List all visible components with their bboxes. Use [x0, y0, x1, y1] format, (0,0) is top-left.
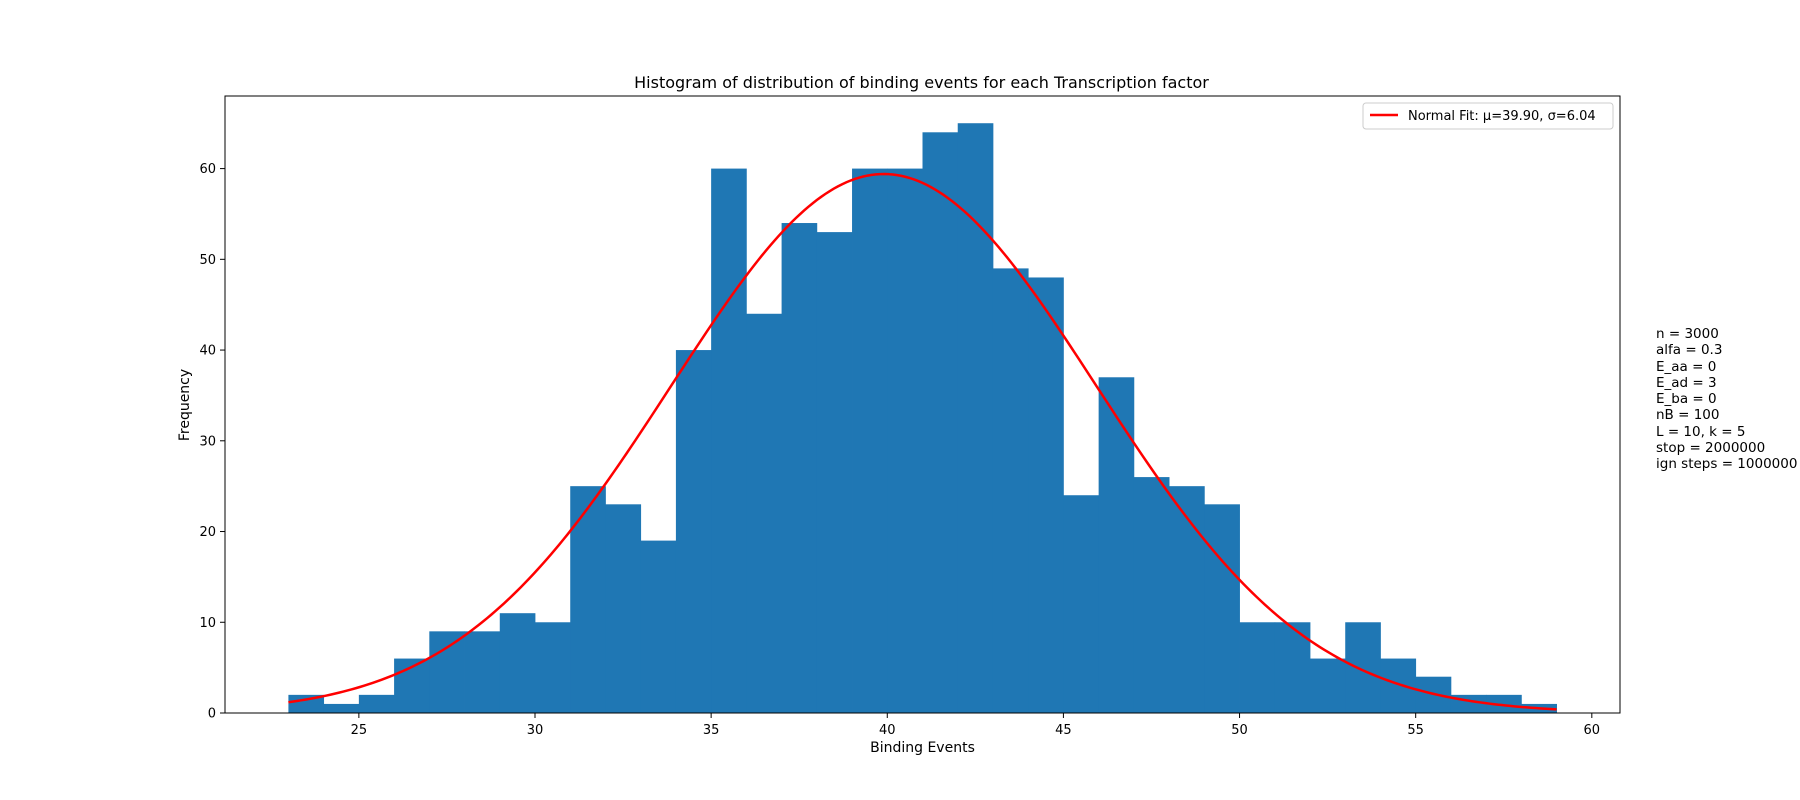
histogram-bar-15 — [816, 232, 853, 713]
param-line: nB = 100 — [1656, 407, 1720, 424]
y-tick-label: 60 — [199, 162, 216, 177]
histogram-bar-8 — [570, 486, 606, 713]
param-line: L = 10, k = 5 — [1656, 423, 1746, 440]
x-tick-label: 35 — [703, 723, 720, 738]
y-tick-label: 0 — [208, 707, 216, 722]
histogram-bar-26 — [1204, 504, 1240, 713]
histogram-bar-6 — [499, 613, 536, 713]
x-axis-label: Binding Events — [870, 740, 975, 756]
histogram-bar-18 — [922, 132, 959, 713]
normal-fit-curve — [288, 172, 1557, 711]
histogram-bar-20 — [992, 268, 1029, 713]
x-tick-label: 55 — [1407, 723, 1424, 738]
y-tick-label: 40 — [199, 344, 216, 359]
histogram-bar-9 — [605, 504, 642, 713]
param-line: stop = 2000000 — [1656, 440, 1766, 457]
x-tick-label: 50 — [1231, 723, 1248, 738]
histogram-bar-22 — [1063, 495, 1100, 713]
histogram-bar-23 — [1098, 377, 1135, 713]
histogram-bar-21 — [1028, 277, 1064, 713]
y-tick-label: 10 — [199, 616, 216, 631]
histogram-bar-14 — [781, 223, 818, 713]
param-line: E_aa = 0 — [1656, 358, 1717, 375]
histogram-bar-29 — [1310, 658, 1346, 713]
chart-title: Histogram of distribution of binding eve… — [634, 73, 1209, 92]
legend-entry-normal-fit: Normal Fit: μ=39.90, σ=6.04 — [1408, 109, 1596, 124]
param-line: n = 3000 — [1656, 326, 1719, 342]
legend: Normal Fit: μ=39.90, σ=6.04 — [1362, 102, 1614, 130]
histogram-bar-0 — [288, 694, 325, 713]
simulation-parameters: n = 3000 alfa = 0.3 E_aa = 0 E_ad = 3 E_ba =… — [1656, 326, 1797, 473]
x-tick-label: 25 — [351, 723, 368, 738]
histogram-bar-34 — [1486, 694, 1522, 713]
histogram-bar-25 — [1169, 486, 1205, 713]
y-axis-label: Frequency — [177, 369, 193, 441]
y-axis: 0 10 20 30 40 50 60 — [199, 162, 225, 722]
param-line: alfa = 0.3 — [1656, 342, 1723, 359]
histogram-bar-17 — [887, 168, 923, 713]
legend-box — [1362, 102, 1614, 130]
histogram-bar-27 — [1239, 622, 1276, 713]
histogram-bar-7 — [535, 622, 571, 713]
x-tick-label: 40 — [879, 723, 896, 738]
x-axis: 25 30 35 40 45 50 55 60 — [351, 713, 1601, 738]
param-line: E_ad = 3 — [1656, 374, 1717, 391]
y-tick-label: 30 — [199, 434, 216, 449]
histogram-bar-10 — [640, 540, 677, 713]
histogram-bar-2 — [358, 694, 395, 713]
histogram-bar-4 — [429, 631, 465, 713]
histogram-bar-12 — [711, 168, 747, 713]
plot-frame — [224, 95, 1621, 714]
histogram-bar-31 — [1380, 658, 1417, 713]
histogram-bar-24 — [1133, 477, 1170, 713]
histogram-bars — [288, 123, 1557, 714]
histogram-bar-30 — [1345, 622, 1381, 713]
x-tick-label: 45 — [1055, 723, 1072, 738]
x-tick-label: 60 — [1584, 723, 1601, 738]
histogram-bar-1 — [323, 703, 360, 713]
param-line: ign steps = 1000000 — [1656, 456, 1798, 473]
histogram-bar-5 — [464, 631, 501, 713]
y-tick-label: 50 — [199, 253, 216, 268]
histogram-bar-11 — [675, 350, 712, 713]
y-tick-label: 20 — [199, 525, 216, 540]
histogram-bar-13 — [746, 313, 782, 713]
param-line: E_ba = 0 — [1656, 391, 1717, 408]
x-tick-label: 30 — [527, 723, 544, 738]
histogram-bar-16 — [852, 168, 888, 713]
